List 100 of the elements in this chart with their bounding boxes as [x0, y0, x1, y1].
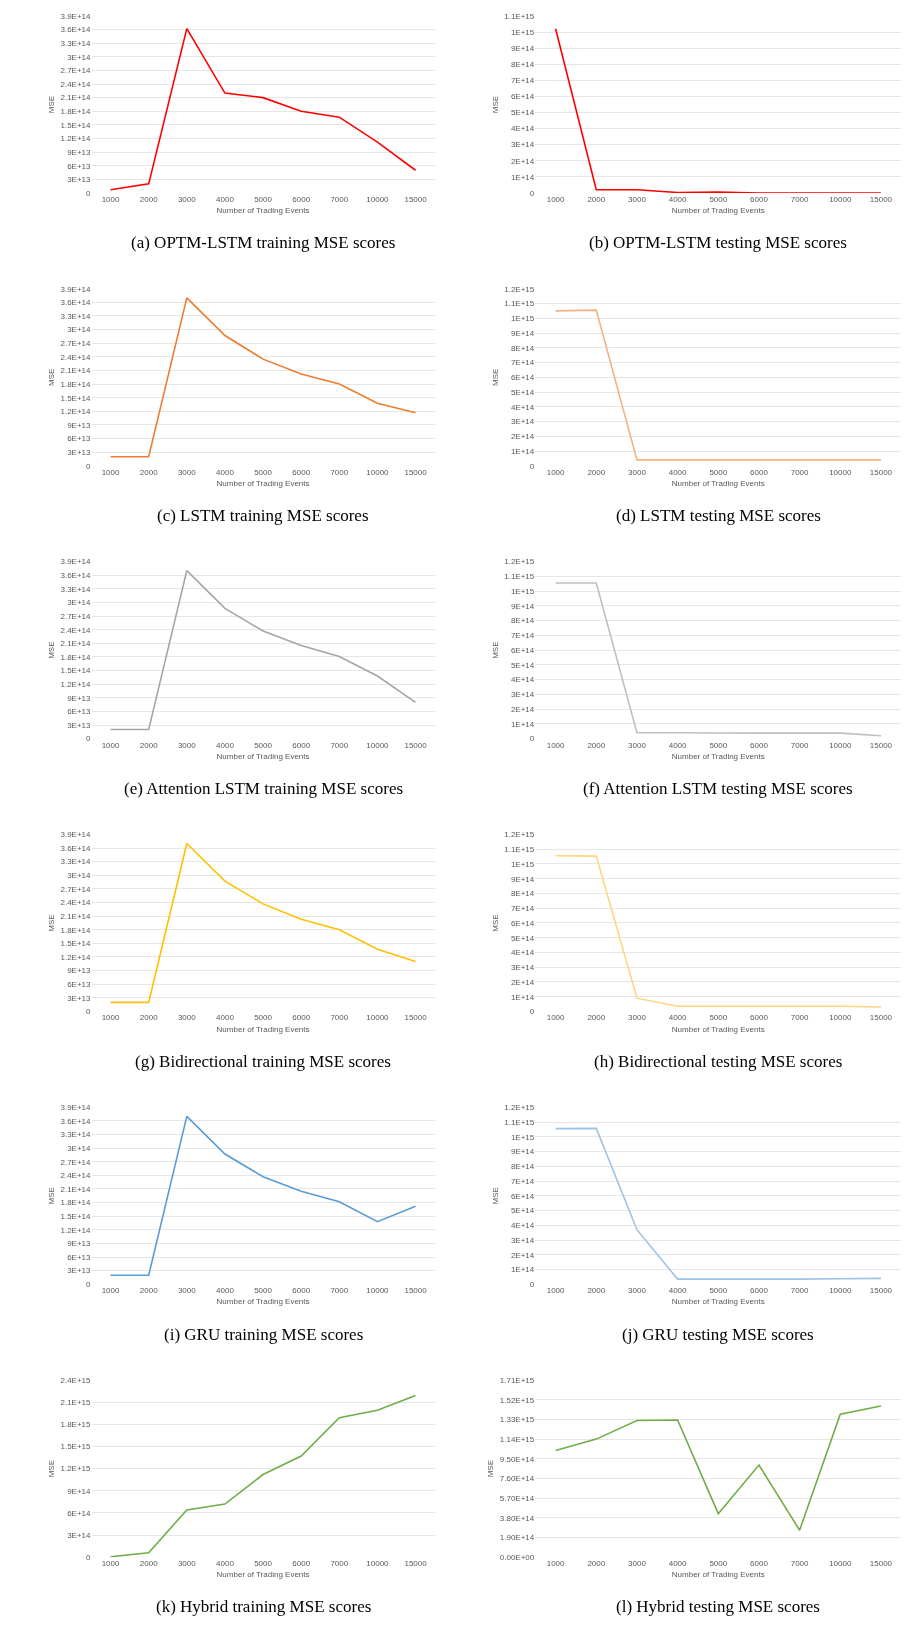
y-tick-label: 9E+14: [510, 601, 535, 611]
y-tick-label: 9E+13: [67, 693, 92, 703]
y-tick-label: 6E+14: [510, 918, 535, 928]
x-tick-label: 7000: [790, 1286, 810, 1296]
y-tick-label: 2.7E+14: [60, 1157, 92, 1167]
y-tick-label: 3.6E+14: [60, 298, 92, 308]
y-tick-label: 1E+15: [510, 1132, 535, 1142]
y-tick-label: 1E+14: [510, 719, 535, 729]
y-tick-label: 3E+14: [67, 598, 92, 608]
y-tick-label: 9E+14: [510, 1147, 535, 1157]
y-tick-label: 3E+13: [67, 447, 92, 457]
y-tick-label: 9E+14: [67, 1486, 92, 1496]
y-tick-label: 3E+14: [67, 1530, 92, 1540]
x-tick-label: 10000: [829, 467, 852, 477]
x-tick-label: 5000: [709, 740, 728, 750]
y-tick-label: 1.52E+15: [499, 1395, 535, 1405]
x-tick-label: 4000: [668, 1559, 688, 1569]
line-series: [109, 569, 417, 731]
text: (f) Attention LSTM testing MSE scores: [583, 779, 853, 798]
y-axis-title: MSE: [490, 641, 500, 659]
y-tick-label: 7E+14: [510, 1176, 535, 1186]
x-tick-label: 4000: [668, 1286, 688, 1296]
y-tick-label: 2.7E+14: [60, 884, 92, 894]
y-tick-label: 2.4E+14: [60, 79, 92, 89]
y-tick-label: 0.00E+00: [499, 1552, 535, 1562]
x-tick-label: 6000: [750, 1286, 769, 1296]
y-tick-label: 3E+14: [67, 325, 92, 335]
y-tick-label: 1.5E+14: [60, 666, 92, 676]
y-tick-label: 1E+15: [510, 586, 535, 596]
x-tick-label: 5000: [254, 1013, 273, 1023]
x-tick-label: 10000: [366, 1286, 390, 1296]
y-tick-label: 1.2E+14: [60, 679, 92, 689]
y-tick-label: 3E+13: [67, 1266, 92, 1276]
x-tick-label: 1000: [101, 1013, 121, 1023]
x-tick-label: 3000: [177, 1286, 197, 1296]
y-tick-label: 3E+13: [67, 993, 92, 1003]
x-tick-label: 4000: [216, 740, 235, 750]
y-tick-label: 7E+14: [510, 631, 535, 641]
x-tick-label: 15000: [404, 194, 428, 204]
x-tick-label: 2000: [587, 194, 606, 204]
x-tick-label: 5000: [254, 1559, 273, 1569]
y-tick-label: 1.8E+14: [60, 925, 92, 935]
y-tick-label: 0: [86, 1280, 92, 1290]
y-tick-label: 3.9E+14: [60, 11, 92, 21]
y-tick-label: 5.70E+14: [499, 1493, 535, 1503]
y-tick-label: 4E+14: [510, 675, 535, 685]
x-tick-label: 6000: [292, 1286, 311, 1296]
x-axis-title: Number of Trading Events: [216, 1024, 310, 1034]
x-axis-title: Number of Trading Events: [671, 1297, 765, 1307]
x-tick-label: 1000: [101, 1286, 121, 1296]
y-tick-label: 6E+14: [67, 1508, 92, 1518]
y-tick-label: 1.1E+15: [504, 844, 535, 854]
y-tick-label: 1.5E+14: [60, 939, 92, 949]
y-axis-title: MSE: [486, 1459, 496, 1478]
text: (e) Attention LSTM training MSE scores: [124, 779, 404, 798]
y-tick-label: 9E+14: [510, 43, 535, 53]
x-tick-label: 4000: [216, 1286, 235, 1296]
y-tick-label: 1E+14: [510, 1265, 535, 1275]
y-tick-label: 6E+13: [67, 1252, 92, 1262]
y-tick-label: 7E+14: [510, 358, 535, 368]
x-tick-label: 7000: [790, 1559, 810, 1569]
y-tick-label: 2.1E+14: [60, 639, 92, 649]
x-tick-label: 15000: [869, 1286, 893, 1296]
y-axis-title: MSE: [490, 914, 500, 932]
y-tick-label: 4E+14: [510, 948, 535, 958]
y-tick-label: 0: [86, 734, 92, 744]
y-tick-label: 3E+14: [510, 417, 535, 427]
y-tick-label: 3.3E+14: [60, 584, 92, 594]
y-tick-label: 3.9E+14: [60, 557, 92, 567]
x-tick-label: 3000: [177, 1013, 197, 1023]
x-tick-label: 6000: [292, 740, 311, 750]
x-tick-label: 15000: [404, 467, 428, 477]
x-tick-label: 1000: [546, 194, 566, 204]
y-tick-label: 9E+13: [67, 420, 92, 430]
x-tick-label: 7000: [330, 740, 349, 750]
y-tick-label: 3E+14: [510, 690, 535, 700]
y-tick-label: 7E+14: [510, 76, 535, 86]
y-tick-label: 9E+13: [67, 1239, 92, 1249]
y-tick-label: 2.7E+14: [60, 66, 92, 76]
y-tick-label: 1.1E+15: [504, 572, 535, 582]
y-tick-label: 0: [86, 1007, 92, 1017]
x-tick-label: 3000: [628, 194, 647, 204]
x-tick-label: 4000: [668, 467, 688, 477]
y-tick-label: 1E+15: [510, 859, 535, 869]
x-tick-label: 3000: [177, 740, 197, 750]
x-tick-label: 4000: [668, 1013, 688, 1023]
text: (l) Hybrid testing MSE scores: [616, 1597, 820, 1616]
y-tick-label: 8E+14: [510, 60, 535, 70]
x-tick-label: 10000: [366, 1013, 390, 1023]
y-tick-label: 1.2E+15: [60, 1464, 92, 1474]
y-tick-label: 6E+14: [510, 645, 535, 655]
x-tick-label: 4000: [668, 740, 688, 750]
y-tick-label: 0: [86, 461, 92, 471]
y-tick-label: 1.8E+14: [60, 652, 92, 662]
y-tick-label: 9E+14: [510, 874, 535, 884]
y-tick-label: 1.2E+15: [504, 830, 535, 840]
y-tick-label: 1.14E+15: [499, 1434, 535, 1444]
x-tick-label: 2000: [139, 1559, 159, 1569]
x-tick-label: 6000: [292, 1013, 311, 1023]
y-tick-label: 0: [529, 461, 535, 471]
